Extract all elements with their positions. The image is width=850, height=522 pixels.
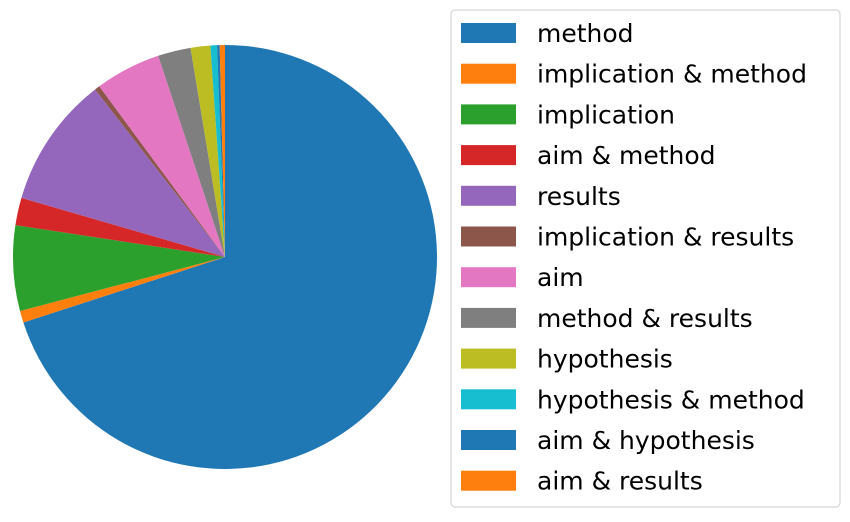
legend-swatch-implication	[461, 104, 516, 125]
legend-swatch-implication-method	[461, 63, 516, 84]
legend-swatch-method-results	[461, 307, 516, 328]
legend-label-method-results: method & results	[537, 304, 753, 333]
pie-slice-hypothesis	[190, 45, 225, 258]
legend-swatch-aim-method	[461, 145, 516, 166]
legend-swatch-aim-results	[461, 470, 516, 491]
pie-slice-hypothesis-method	[210, 45, 225, 258]
legend-label-implication: implication	[537, 100, 675, 129]
pie-slice-aim-results	[219, 45, 225, 257]
legend-swatch-method	[461, 23, 516, 43]
legend-swatch-results	[461, 185, 516, 206]
pie-slice-aim-hypothesis	[217, 45, 225, 257]
legend-label-aim: aim	[537, 263, 584, 292]
pie-slice-aim	[99, 55, 225, 257]
legend-swatch-hypothesis	[461, 348, 516, 369]
pie-slice-implication-results	[95, 86, 225, 258]
legend-label-hypothesis-method: hypothesis & method	[537, 385, 805, 414]
pie-slices	[13, 45, 438, 469]
legend-frame	[450, 9, 841, 508]
legend-label-aim-results: aim & results	[537, 467, 703, 496]
legend-swatch-aim	[461, 267, 516, 288]
pie-slice-implication	[13, 225, 225, 312]
legend-label-aim-method: aim & method	[537, 141, 716, 170]
pie-slice-method-results	[158, 47, 225, 257]
legend-label-method: method	[537, 19, 634, 48]
legend-swatch-hypothesis-method	[461, 389, 516, 410]
legend-label-implication-method: implication & method	[537, 60, 807, 89]
legend-label-aim-hypothesis: aim & hypothesis	[537, 426, 755, 455]
legend-swatch-aim-hypothesis	[461, 430, 516, 450]
legend-label-implication-results: implication & results	[537, 223, 794, 252]
pie-slice-results	[21, 89, 226, 258]
pie-slice-aim-method	[15, 197, 225, 257]
legend-swatch-implication-results	[461, 226, 516, 247]
pie-slice-implication-method	[20, 257, 225, 323]
pie-slice-method	[23, 45, 438, 469]
legend: method implication & method implication aim…	[450, 9, 841, 508]
legend-label-hypothesis: hypothesis	[537, 345, 673, 374]
legend-label-results: results	[537, 182, 621, 211]
